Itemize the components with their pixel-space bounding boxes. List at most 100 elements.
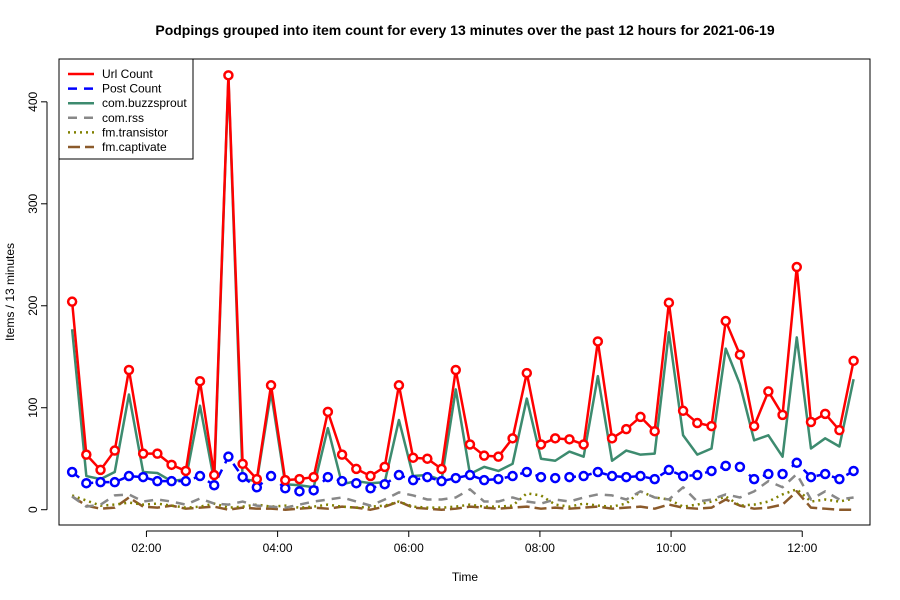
data-point-url-count xyxy=(365,470,376,482)
data-point-url-count xyxy=(81,449,92,460)
data-point-post-count xyxy=(819,468,831,480)
data-point-post-count xyxy=(95,476,106,488)
data-point-url-count xyxy=(351,463,362,475)
data-point-post-count xyxy=(294,486,305,497)
x-tick-label: 08:00 xyxy=(525,541,555,555)
data-point-post-count xyxy=(592,466,604,478)
data-point-post-count xyxy=(109,476,120,488)
data-point-url-count xyxy=(422,453,433,464)
data-point-post-count xyxy=(635,470,646,482)
series-layer xyxy=(66,70,859,511)
data-point-post-count xyxy=(208,479,220,491)
y-tick-label: 0 xyxy=(26,506,40,513)
data-point-url-count xyxy=(791,261,803,273)
x-tick-label: 04:00 xyxy=(263,541,293,555)
x-tick-label: 10:00 xyxy=(656,541,686,555)
data-point-url-count xyxy=(208,469,220,481)
data-point-url-count xyxy=(521,367,533,379)
y-tick-label: 300 xyxy=(26,193,40,213)
data-point-url-count xyxy=(763,386,774,397)
data-point-post-count xyxy=(564,471,575,483)
data-point-post-count xyxy=(464,469,476,481)
data-point-url-count xyxy=(663,297,675,308)
series-line-fm-transistor xyxy=(71,488,854,509)
data-point-url-count xyxy=(834,424,845,436)
legend-label-fm-captivate: fm.captivate xyxy=(102,140,167,154)
data-point-post-count xyxy=(493,473,504,485)
data-point-post-count xyxy=(805,471,817,483)
x-tick-label: 02:00 xyxy=(131,541,161,555)
data-point-post-count xyxy=(436,475,447,487)
data-point-post-count xyxy=(123,470,135,482)
data-point-post-count xyxy=(535,471,547,483)
data-point-post-count xyxy=(677,470,689,482)
data-point-url-count xyxy=(166,459,177,471)
data-point-url-count xyxy=(777,409,788,421)
data-point-post-count xyxy=(606,470,618,482)
data-point-post-count xyxy=(720,460,731,472)
data-point-url-count xyxy=(535,439,547,450)
data-point-post-count xyxy=(734,461,746,473)
data-point-post-count xyxy=(777,468,788,480)
data-point-url-count xyxy=(336,449,348,460)
legend-label-fm-transistor: fm.transistor xyxy=(102,125,168,139)
data-point-url-count xyxy=(223,70,234,81)
data-point-post-count xyxy=(521,466,533,478)
data-point-post-count xyxy=(407,474,419,486)
data-point-url-count xyxy=(123,364,135,376)
data-point-url-count xyxy=(848,355,859,367)
data-point-post-count xyxy=(748,473,760,485)
data-point-post-count xyxy=(478,474,490,486)
data-point-url-count xyxy=(677,405,689,417)
data-point-url-count xyxy=(819,408,831,420)
data-point-post-count xyxy=(279,483,291,494)
data-point-url-count xyxy=(308,471,319,483)
data-point-url-count xyxy=(251,473,263,485)
data-point-url-count xyxy=(720,315,731,327)
data-point-post-count xyxy=(549,472,561,484)
data-point-url-count xyxy=(478,450,490,461)
data-point-url-count xyxy=(649,425,660,437)
y-tick-label: 100 xyxy=(26,397,40,417)
data-point-post-count xyxy=(365,483,376,494)
data-point-post-count xyxy=(507,470,518,482)
data-point-post-count xyxy=(180,475,192,487)
data-point-post-count xyxy=(66,466,78,478)
data-point-url-count xyxy=(635,411,646,423)
data-point-post-count xyxy=(621,471,632,483)
data-point-url-count xyxy=(606,433,618,444)
data-point-post-count xyxy=(322,471,334,483)
data-point-url-count xyxy=(152,448,163,459)
data-point-post-count xyxy=(152,475,163,487)
data-point-url-count xyxy=(109,445,120,456)
data-point-post-count xyxy=(379,478,390,490)
data-point-url-count xyxy=(66,296,78,307)
legend-label-post-count: Post Count xyxy=(102,82,162,96)
series-line-com-buzzsprout xyxy=(70,76,855,489)
data-point-post-count xyxy=(578,470,589,482)
data-point-post-count xyxy=(251,482,263,493)
x-axis: 02:00 04:00 06:00 08:00 10:00 12:00 xyxy=(131,530,818,555)
y-tick-label: 200 xyxy=(26,295,40,315)
data-point-url-count xyxy=(734,349,746,360)
data-point-url-count xyxy=(592,336,604,347)
plot-frame xyxy=(58,58,871,526)
data-point-url-count xyxy=(493,451,504,462)
series-line-com-rss xyxy=(71,472,854,509)
data-point-url-count xyxy=(706,420,717,432)
chart-title: Podpings grouped into item count for eve… xyxy=(155,22,774,38)
data-point-url-count xyxy=(507,433,518,444)
data-point-url-count xyxy=(450,364,462,376)
data-point-url-count xyxy=(194,375,206,387)
data-point-url-count xyxy=(578,439,589,450)
y-axis: 0 100 200 300 400 xyxy=(26,91,48,513)
data-point-post-count xyxy=(81,477,92,489)
series-line-fm-captivate xyxy=(71,490,854,511)
series-line-url-count xyxy=(70,74,855,482)
data-point-post-count xyxy=(649,473,660,485)
data-point-post-count xyxy=(692,469,703,481)
data-point-url-count xyxy=(393,380,405,391)
data-point-url-count xyxy=(95,464,106,476)
